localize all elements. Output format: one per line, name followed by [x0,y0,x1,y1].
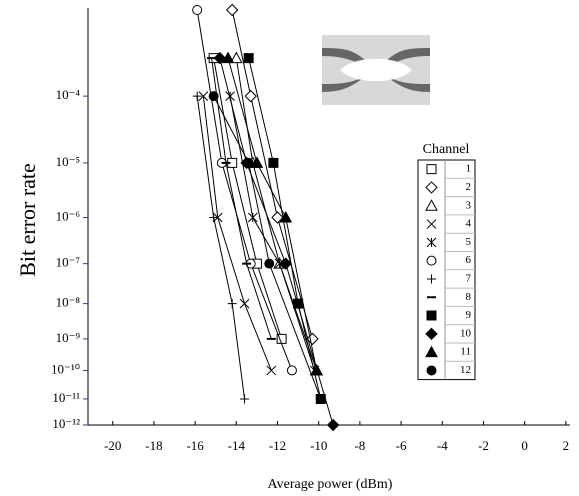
x-tick-label: -4 [437,438,448,453]
x-tick-label: -16 [186,438,204,453]
marker [227,5,238,16]
legend-label: 4 [466,218,472,230]
marker [287,366,296,375]
legend-symbol [427,311,436,320]
marker [245,91,256,102]
marker [269,158,278,167]
y-tick-label: 10⁻¹⁰ [51,361,80,376]
x-tick-label: -8 [354,438,365,453]
legend-label: 2 [466,181,472,193]
legend-symbol [427,366,436,375]
x-tick-label: -18 [145,438,162,453]
x-tick-label: 0 [521,438,528,453]
marker [244,54,253,63]
legend-label: 9 [466,309,472,321]
x-tick-label: 2 [563,438,570,453]
marker [267,366,276,375]
y-tick-label: 10⁻⁷ [56,255,80,270]
marker [248,213,257,222]
series-line [214,96,321,399]
legend-label: 6 [466,254,472,266]
y-axis-label: Bit error rate [15,163,40,277]
y-tick-label: 10⁻⁶ [56,208,80,223]
marker [228,299,237,308]
x-tick-label: -12 [269,438,286,453]
marker [193,6,202,15]
marker [244,158,253,167]
y-tick-label: 10⁻¹¹ [52,390,80,405]
marker [328,420,339,431]
legend-label: 5 [466,236,472,248]
x-tick-label: -2 [478,438,489,453]
y-tick-label: 10⁻⁹ [56,330,81,345]
y-tick-label: 10⁻⁴ [56,87,81,102]
legend-label: 3 [466,199,472,211]
legend-label: 7 [466,272,472,284]
y-tick-label: 10⁻⁵ [56,154,80,169]
x-tick-label: -10 [310,438,327,453]
marker [240,394,249,403]
legend-label: 1 [466,163,472,175]
legend-symbol [427,165,436,174]
eye-diagram [322,35,430,105]
marker [209,92,218,101]
x-axis-label: Average power (dBm) [268,477,393,492]
chart: Bit error rate Average power (dBm) Chann… [0,0,579,496]
x-tick-label: -6 [396,438,407,453]
marker [265,259,274,268]
marker [209,213,218,222]
x-tick-label: -20 [104,438,121,453]
y-tick-label: 10⁻¹² [52,416,80,431]
y-tick-label: 10⁻⁸ [56,295,81,310]
marker [240,299,249,308]
legend-label: 10 [460,327,472,339]
legend-label: 12 [460,364,471,376]
legend-label: 8 [466,291,472,303]
x-tick-label: -14 [228,438,246,453]
legend-symbol [427,256,436,265]
legend-title: Channel [423,142,470,157]
series-line [214,58,282,339]
marker [316,394,325,403]
legend-label: 11 [460,346,471,358]
